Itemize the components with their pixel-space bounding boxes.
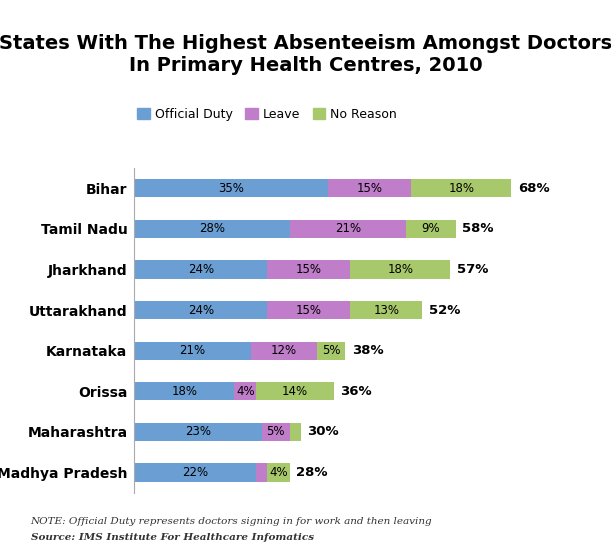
Text: 38%: 38% <box>351 344 383 357</box>
Text: 15%: 15% <box>357 182 383 195</box>
Text: 12%: 12% <box>271 344 297 357</box>
Text: 22%: 22% <box>182 466 208 479</box>
Text: 30%: 30% <box>307 426 339 438</box>
Text: 15%: 15% <box>296 304 322 316</box>
Bar <box>406 220 456 238</box>
Text: 28%: 28% <box>199 222 225 235</box>
Text: 57%: 57% <box>457 263 488 276</box>
Text: 28%: 28% <box>296 466 327 479</box>
Bar <box>256 382 334 400</box>
Text: 24%: 24% <box>188 304 214 316</box>
Legend: Official Duty, Leave, No Reason: Official Duty, Leave, No Reason <box>133 103 402 126</box>
Text: 23%: 23% <box>185 426 211 438</box>
Bar <box>134 463 256 482</box>
Bar <box>268 463 290 482</box>
Text: 52%: 52% <box>429 304 461 316</box>
Text: 5%: 5% <box>322 344 340 357</box>
Bar <box>328 179 411 198</box>
Text: Source: IMS Institute For Healthcare Infomatics: Source: IMS Institute For Healthcare Inf… <box>31 533 313 543</box>
Bar <box>290 220 406 238</box>
Text: 13%: 13% <box>373 304 400 316</box>
Bar <box>134 342 251 360</box>
Text: 36%: 36% <box>340 385 372 398</box>
Text: 58%: 58% <box>463 222 494 235</box>
Bar <box>134 382 234 400</box>
Text: 14%: 14% <box>282 385 308 398</box>
Bar <box>411 179 511 198</box>
Bar <box>251 342 317 360</box>
Text: 21%: 21% <box>335 222 360 235</box>
Bar <box>290 423 301 441</box>
Text: 4%: 4% <box>269 466 288 479</box>
Bar <box>134 220 290 238</box>
Bar <box>351 301 422 319</box>
Text: 18%: 18% <box>387 263 413 276</box>
Bar <box>317 342 345 360</box>
Bar <box>234 382 256 400</box>
Bar <box>262 423 290 441</box>
Bar <box>351 260 450 279</box>
Text: NOTE: Official Duty represents doctors signing in for work and then leaving: NOTE: Official Duty represents doctors s… <box>31 516 432 526</box>
Bar <box>134 179 328 198</box>
Text: 18%: 18% <box>171 385 197 398</box>
Text: 35%: 35% <box>218 182 244 195</box>
Text: 24%: 24% <box>188 263 214 276</box>
Text: 9%: 9% <box>422 222 440 235</box>
Text: 5%: 5% <box>266 426 285 438</box>
Text: 18%: 18% <box>448 182 474 195</box>
Bar <box>256 463 268 482</box>
Bar <box>134 260 268 279</box>
Bar <box>134 423 262 441</box>
Bar <box>134 301 268 319</box>
Text: 15%: 15% <box>296 263 322 276</box>
Bar <box>268 301 351 319</box>
Text: 21%: 21% <box>180 344 206 357</box>
Text: 68%: 68% <box>518 182 549 195</box>
Bar <box>268 260 351 279</box>
Text: States With The Highest Absenteeism Amongst Doctors
In Primary Health Centres, 2: States With The Highest Absenteeism Amon… <box>0 34 611 74</box>
Text: 4%: 4% <box>236 385 255 398</box>
